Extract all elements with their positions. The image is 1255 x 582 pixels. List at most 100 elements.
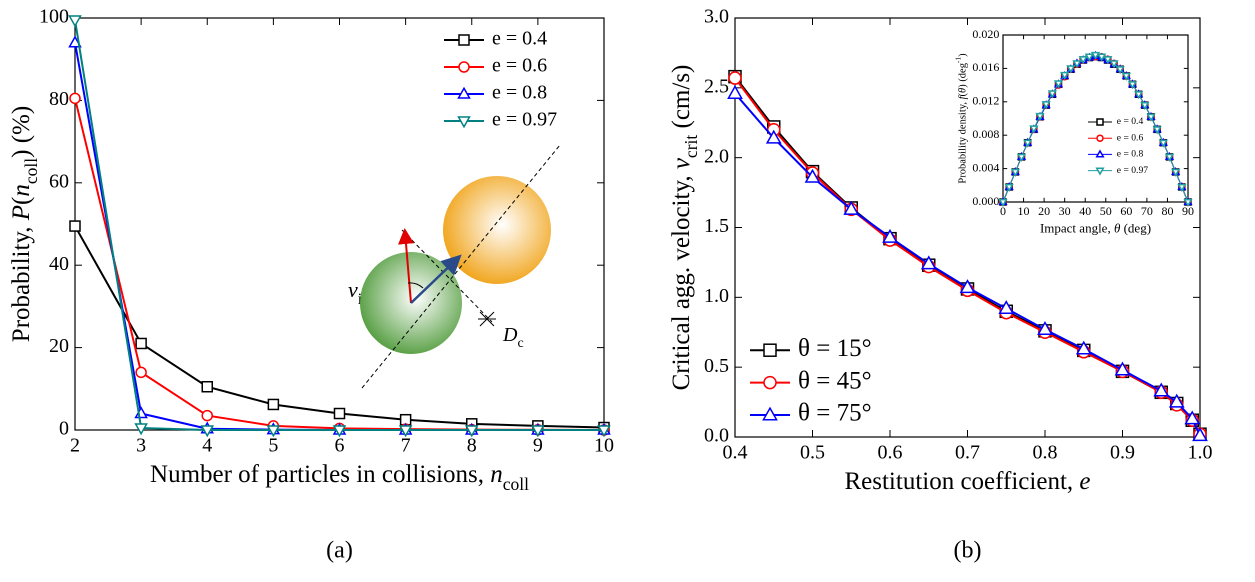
legend-label: θ = 75°: [798, 400, 872, 427]
marker: [1114, 361, 1131, 376]
marker: [1177, 183, 1187, 192]
legend-label: e = 0.6: [1117, 132, 1144, 143]
marker: [1029, 125, 1039, 134]
marker: [1109, 60, 1119, 69]
marker: [1078, 56, 1088, 65]
marker: [998, 300, 1015, 315]
plot-frame: [1002, 34, 1189, 203]
marker: [1134, 91, 1144, 100]
label-part: crit: [681, 135, 701, 158]
legend-label: e = 0.97: [492, 109, 557, 131]
marker: [1072, 60, 1082, 69]
y-tick-label: 1.0: [704, 285, 729, 307]
marker: [457, 116, 471, 129]
plot-data: [998, 50, 1193, 207]
marker: [332, 425, 347, 438]
legend-label: θ = 15°: [798, 335, 872, 362]
label-part: ) (%): [8, 106, 35, 158]
y-tick-label: 0.0: [704, 425, 729, 447]
marker: [1127, 81, 1138, 90]
x-tick-label: 3: [136, 435, 146, 457]
marker: [1168, 393, 1185, 408]
marker: [1140, 101, 1150, 111]
label-part: v: [668, 157, 695, 169]
marker: [1153, 382, 1170, 397]
x-tick-label: 9: [533, 435, 543, 457]
marker: [1152, 126, 1162, 135]
x-tick-label: 0.9: [1110, 442, 1135, 464]
marker: [69, 220, 81, 232]
marker: [1041, 101, 1051, 110]
y-tick-label: 0: [59, 418, 69, 440]
label-part: coll: [21, 158, 41, 184]
y-tick-label: 40: [49, 253, 69, 275]
marker: [69, 92, 81, 105]
collision-diagram: [360, 144, 561, 389]
marker: [1090, 51, 1101, 61]
legend-label: e = 0.4: [1117, 116, 1144, 127]
label-part: (cm/s): [668, 65, 695, 135]
x-tick-label: 0.7: [955, 442, 980, 464]
marker: [267, 398, 280, 411]
marker: [1037, 321, 1053, 336]
x-tick-label: 2: [70, 435, 80, 457]
marker: [1115, 66, 1125, 75]
y-tick-label: 60: [49, 170, 69, 192]
marker: [1060, 71, 1070, 81]
marker: [1184, 410, 1201, 425]
marker: [1183, 198, 1193, 207]
marker: [1103, 56, 1113, 65]
label-part: ) (deg: [958, 62, 969, 88]
marker: [763, 343, 777, 357]
marker: [597, 425, 611, 438]
marker: [1095, 167, 1105, 176]
label-part: f: [958, 94, 969, 99]
legend-label: e = 0.4: [492, 28, 547, 50]
y-axis-label: Probability, P(ncoll) (%): [8, 106, 41, 342]
x-tick-label: 10: [594, 435, 614, 457]
x-axis-label: Impact angle, θ (deg): [1040, 221, 1151, 236]
y-tick-label: 0.004: [972, 160, 999, 174]
label-part: v: [348, 277, 358, 302]
plot-data: [68, 15, 611, 438]
label-part: n: [8, 184, 35, 197]
marker: [1164, 153, 1175, 162]
x-tick-label: 7: [401, 435, 411, 457]
y-tick-label: 0.012: [972, 94, 999, 108]
marker: [1146, 113, 1156, 122]
label-part: (deg): [1120, 221, 1151, 236]
marker: [959, 279, 976, 294]
x-tick-label: 0.6: [878, 442, 903, 464]
marker: [762, 406, 778, 421]
y-tick-label: 1.5: [704, 215, 729, 237]
x-tick-label: 4: [202, 435, 212, 457]
x-tick-label: 0.8: [1033, 442, 1058, 464]
x-axis-label: Number of particles in collisions, ncoll: [150, 461, 529, 494]
angle-arc: [407, 282, 424, 289]
legend-label: e = 0.97: [1117, 165, 1148, 176]
marker: [1075, 340, 1092, 355]
y-tick-label: 0.020: [972, 27, 999, 41]
x-tick-label: 0.4: [723, 442, 748, 464]
label-part: coll: [503, 474, 529, 494]
legend-label: θ = 45°: [798, 367, 872, 394]
y-tick-label: 0.016: [972, 60, 999, 74]
marker: [727, 84, 743, 99]
marker: [1035, 112, 1045, 121]
plot-data: [727, 69, 1208, 442]
marker: [1121, 72, 1131, 81]
marker: [843, 200, 860, 215]
y-tick-label: 2.0: [704, 145, 729, 167]
label-part: ): [958, 53, 969, 57]
y-tick-label: 0.000: [972, 194, 999, 208]
marker: [1053, 80, 1064, 89]
label-part: n: [490, 461, 503, 488]
marker: [804, 168, 821, 183]
marker: [333, 407, 346, 420]
y-tick-label: 0.008: [972, 127, 999, 141]
marker: [1096, 134, 1104, 142]
x-tick-label: 10: [1018, 204, 1030, 218]
marker: [531, 425, 545, 438]
marker: [1095, 149, 1105, 158]
